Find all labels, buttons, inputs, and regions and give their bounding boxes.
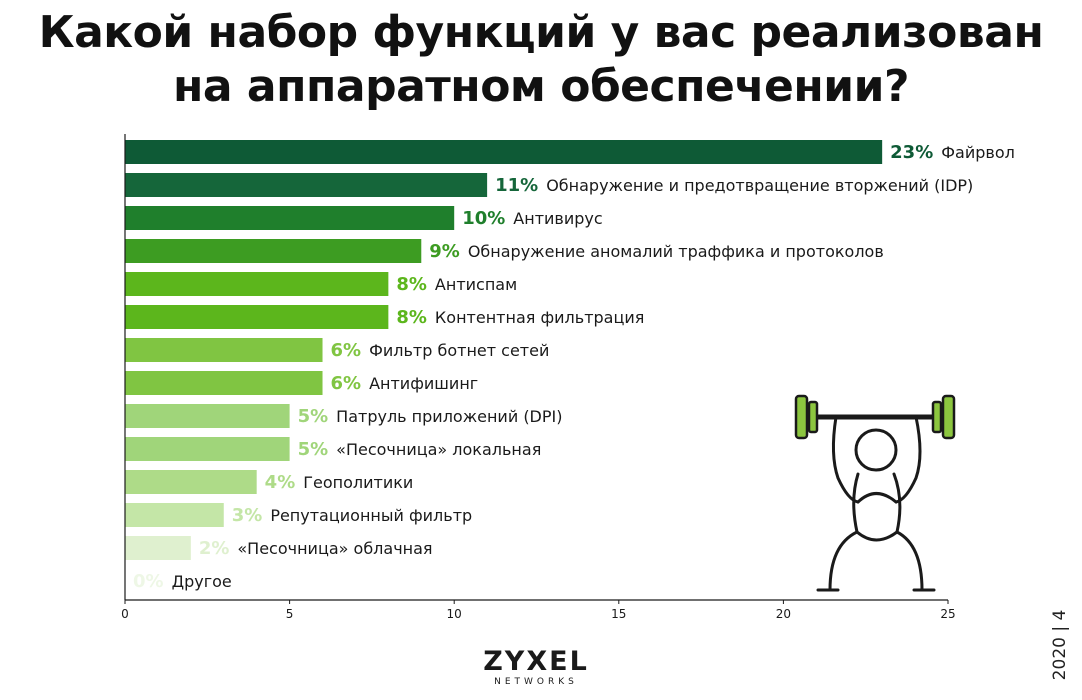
bar-label-11: 4% Геополитики: [265, 472, 414, 493]
bar-label-5: 8% Антиспам: [396, 274, 517, 295]
bar-label-10: 5% «Песочница» локальная: [298, 439, 542, 460]
value-label: 10%: [462, 208, 505, 229]
bar-4: [125, 239, 422, 263]
category-label: Антифишинг: [369, 374, 478, 393]
chart-title-line-1: Какой набор функций у вас реализован: [38, 7, 1044, 58]
bar-7: [125, 338, 323, 362]
value-label: 6%: [331, 373, 362, 394]
bar-label-14: 0% Другое: [133, 571, 232, 592]
logo-subtitle: NETWORKS: [494, 677, 578, 687]
value-label: 3%: [232, 505, 263, 526]
bar-label-6: 8% Контентная фильтрация: [396, 307, 644, 328]
zyxel-logo: ZYXEL NETWORKS: [478, 646, 594, 688]
x-tick-label: 15: [611, 607, 626, 621]
bar-3: [125, 206, 455, 230]
year-page-label: 2020 | 4: [1050, 609, 1070, 681]
bar-12: [125, 503, 224, 527]
bar-label-2: 11% Обнаружение и предотвращение вторжени…: [495, 175, 973, 196]
category-label: Обнаружение аномалий траффика и протокол…: [468, 242, 884, 261]
value-label: 8%: [396, 307, 427, 328]
bar-label-4: 9% Обнаружение аномалий траффика и проток…: [429, 241, 884, 262]
category-label: Другое: [172, 572, 232, 591]
value-label: 11%: [495, 175, 538, 196]
x-tick-label: 0: [121, 607, 129, 621]
bar-label-3: 10% Антивирус: [462, 208, 602, 229]
value-label: 8%: [396, 274, 427, 295]
bar-label-7: 6% Фильтр ботнет сетей: [331, 340, 550, 361]
category-label: Фильтр ботнет сетей: [369, 341, 549, 360]
category-label: «Песочница» облачная: [237, 539, 432, 558]
category-label: «Песочница» локальная: [336, 440, 541, 459]
category-label: Обнаружение и предотвращение вторжений (…: [546, 176, 973, 195]
bar-5: [125, 272, 389, 296]
bar-6: [125, 305, 389, 329]
category-label: Репутационный фильтр: [270, 506, 472, 525]
value-label: 6%: [331, 340, 362, 361]
bar-11: [125, 470, 257, 494]
bar-9: [125, 404, 290, 428]
bar-label-13: 2% «Песочница» облачная: [199, 538, 433, 559]
page-stamp: 2020 | 4: [1030, 600, 1082, 690]
value-label: 5%: [298, 439, 329, 460]
bars-group: [125, 140, 883, 560]
x-tick-label: 5: [286, 607, 294, 621]
x-tick-label: 25: [940, 607, 955, 621]
chart-title-line-2: на аппаратном обеспечении?: [173, 61, 909, 112]
bar-label-8: 6% Антифишинг: [331, 373, 479, 394]
value-label: 4%: [265, 472, 296, 493]
category-label: Антиспам: [435, 275, 517, 294]
x-tick-label: 20: [776, 607, 791, 621]
category-label: Файрвол: [941, 143, 1015, 162]
bar-13: [125, 536, 191, 560]
bar-2: [125, 173, 488, 197]
value-label: 23%: [890, 142, 933, 163]
category-label: Патруль приложений (DPI): [336, 407, 562, 426]
category-label: Геополитики: [303, 473, 413, 492]
x-tick-label: 10: [447, 607, 462, 621]
value-label: 5%: [298, 406, 329, 427]
bar-8: [125, 371, 323, 395]
bar-label-12: 3% Репутационный фильтр: [232, 505, 472, 526]
bar-label-9: 5% Патруль приложений (DPI): [298, 406, 563, 427]
category-label: Контентная фильтрация: [435, 308, 644, 327]
bar-10: [125, 437, 290, 461]
value-label: 2%: [199, 538, 230, 559]
logo-wordmark: ZYXEL: [483, 646, 589, 677]
value-label: 0%: [133, 571, 164, 592]
category-label: Антивирус: [513, 209, 602, 228]
weightlifter-icon: [794, 394, 956, 592]
x-axis: 0 5 10 15 20 25: [121, 134, 956, 621]
bar-1: [125, 140, 883, 164]
bar-labels-group: 23% Файрвол 11% Обнаружение и предотвращени…: [133, 142, 1015, 592]
value-label: 9%: [429, 241, 460, 262]
chart-title: Какой набор функций у вас реализован на …: [0, 6, 1082, 114]
bar-label-1: 23% Файрвол: [890, 142, 1015, 163]
